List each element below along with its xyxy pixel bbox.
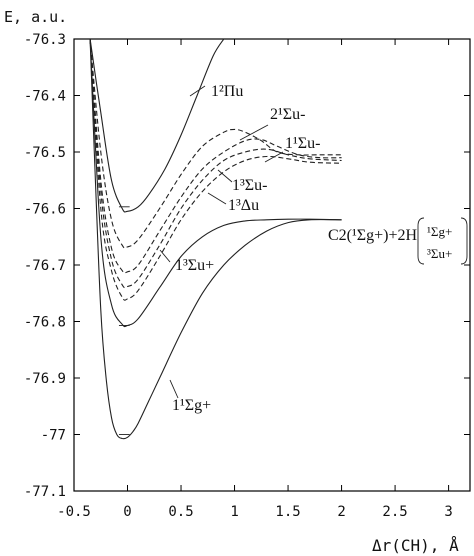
x-tick-label: 0.5: [168, 504, 193, 520]
bracket-top-label: ¹Σg+: [427, 224, 452, 239]
x-tick-label: 2.5: [382, 504, 407, 520]
label-leader-line: [207, 192, 227, 205]
label-leader-line: [217, 169, 233, 183]
x-tick-label: 1: [230, 504, 238, 520]
label-leader-line: [189, 85, 206, 97]
label-leader-line: [159, 249, 171, 263]
bracket-right: [460, 217, 468, 265]
x-tick-label: -0.5: [57, 504, 91, 520]
curves: [89, 38, 342, 440]
series-label-1: 2¹Σu-: [270, 106, 305, 123]
x-axis-label: Δr(CH), Å: [372, 536, 459, 555]
y-tick-label: -77: [41, 428, 66, 444]
series-line-2: [89, 38, 342, 274]
y-tick-label: -76.6: [24, 202, 66, 218]
x-tick-label: 1.5: [275, 504, 300, 520]
asymptote-label: C2(¹Σg+)+2H: [328, 227, 417, 244]
y-tick-label: -76.3: [24, 32, 66, 48]
label-leader-line: [169, 379, 179, 399]
bracket-left: [417, 217, 425, 265]
y-tick-label: -76.7: [24, 258, 66, 274]
series-label-2: 1¹Σu-: [285, 135, 320, 152]
x-tick-label: 3: [444, 504, 452, 520]
bracket-bottom-label: ³Σu+: [427, 246, 452, 261]
label-leader-line: [239, 124, 269, 141]
curve-labels: 1²Πu 2¹Σu- 1¹Σu- 1³Σu- 1³Δu 1³Σu+ 1¹Σg+ C2(¹Σg+…: [159, 83, 468, 414]
y-tick-label: -77.1: [24, 484, 66, 500]
series-label-0: 1²Πu: [211, 83, 243, 100]
y-tick-label: -76.8: [24, 315, 66, 331]
series-line-6: [89, 38, 342, 440]
ticks: -0.5 0 0.5 1 1.5 2 2.5 3 -76.3 -76.4 -76.5 -76.6 -76…: [24, 32, 470, 520]
series-line-3: [89, 38, 342, 289]
series-label-5: 1³Σu+: [175, 257, 214, 274]
y-tick-label: -76.4: [24, 89, 66, 105]
series-line-5: [89, 38, 342, 328]
series-label-3: 1³Σu-: [232, 177, 267, 194]
series-line-0: [89, 38, 225, 213]
series-label-4: 1³Δu: [228, 197, 259, 214]
y-tick-label: -76.9: [24, 371, 66, 387]
y-tick-label: -76.5: [24, 145, 66, 161]
x-tick-label: 2: [337, 504, 345, 520]
series-label-6: 1¹Σg+: [172, 397, 211, 414]
label-leader-line: [264, 151, 284, 163]
y-axis-label: E, a.u.: [4, 8, 67, 26]
series-line-4: [89, 38, 342, 301]
x-tick-label: 0: [123, 504, 131, 520]
